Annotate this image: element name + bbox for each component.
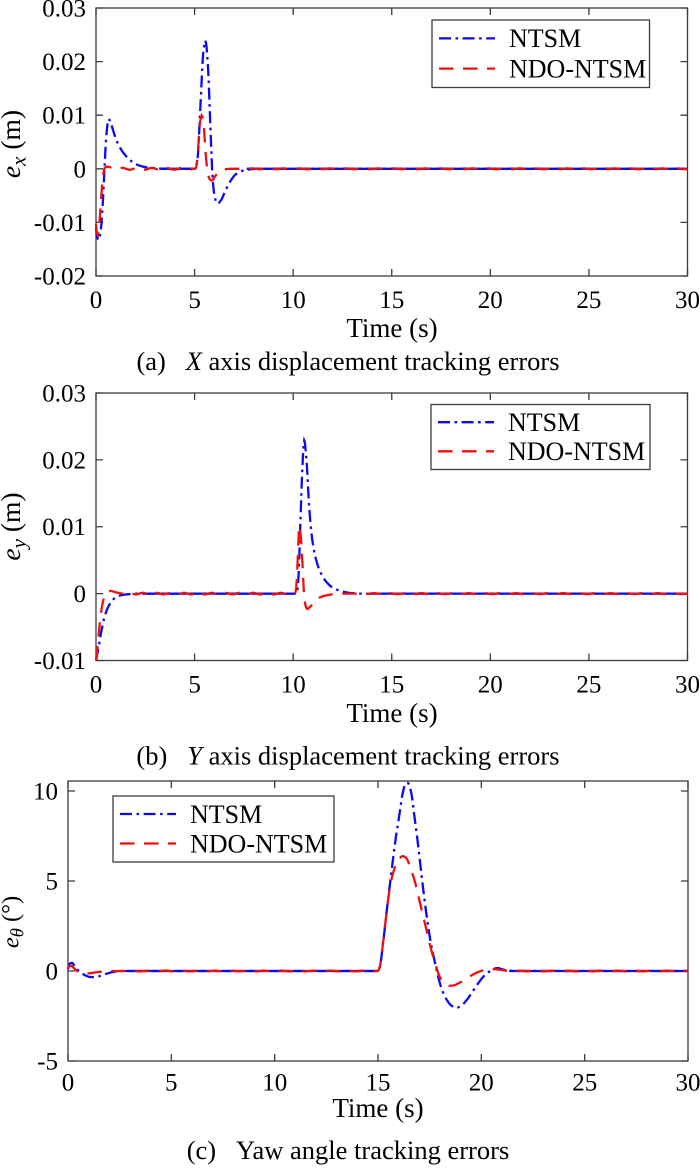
svg-text:30: 30 xyxy=(675,672,700,699)
svg-text:25: 25 xyxy=(576,672,601,699)
svg-text:NTSM: NTSM xyxy=(509,24,581,53)
svg-text:NDO-NTSM: NDO-NTSM xyxy=(508,437,645,466)
svg-text:5: 5 xyxy=(188,287,201,314)
svg-text:10: 10 xyxy=(262,1070,287,1097)
svg-text:Time (s): Time (s) xyxy=(346,698,437,728)
svg-text:0: 0 xyxy=(90,672,103,699)
svg-text:-0.02: -0.02 xyxy=(34,264,86,291)
svg-text:0: 0 xyxy=(74,156,87,183)
svg-text:-0.01: -0.01 xyxy=(34,648,86,675)
svg-text:5: 5 xyxy=(188,672,201,699)
svg-text:ey (m): ey (m) xyxy=(0,492,31,560)
svg-text:ex (m): ex (m) xyxy=(0,110,31,178)
svg-text:10: 10 xyxy=(281,287,306,314)
svg-text:15: 15 xyxy=(379,287,404,314)
svg-text:30: 30 xyxy=(676,1070,700,1097)
svg-text:15: 15 xyxy=(379,672,404,699)
svg-text:25: 25 xyxy=(576,287,601,314)
svg-text:0: 0 xyxy=(90,287,103,314)
svg-text:0.01: 0.01 xyxy=(42,514,86,541)
svg-text:-5: -5 xyxy=(37,1049,58,1076)
svg-text:20: 20 xyxy=(478,287,503,314)
svg-text:15: 15 xyxy=(366,1070,391,1097)
svg-text:Time (s): Time (s) xyxy=(332,1093,423,1123)
svg-text:NTSM: NTSM xyxy=(190,800,262,829)
svg-text:0.02: 0.02 xyxy=(42,49,86,76)
svg-text:NDO-NTSM: NDO-NTSM xyxy=(509,54,646,83)
svg-text:NTSM: NTSM xyxy=(508,408,580,437)
svg-text:Time (s): Time (s) xyxy=(346,313,437,343)
svg-text:eθ (°): eθ (°) xyxy=(0,896,29,948)
svg-text:10: 10 xyxy=(281,672,306,699)
svg-text:-0.01: -0.01 xyxy=(34,210,86,237)
svg-text:25: 25 xyxy=(572,1070,597,1097)
svg-text:0.03: 0.03 xyxy=(42,381,86,408)
svg-text:0.01: 0.01 xyxy=(42,103,86,130)
svg-text:0.02: 0.02 xyxy=(42,447,86,474)
svg-text:5: 5 xyxy=(165,1070,178,1097)
svg-text:(b) Y axis displacement trac: (b) Y axis displacement tracking errors xyxy=(136,741,559,771)
svg-text:10: 10 xyxy=(33,779,58,806)
svg-text:5: 5 xyxy=(46,869,59,896)
svg-text:0: 0 xyxy=(74,581,87,608)
svg-text:30: 30 xyxy=(675,287,700,314)
svg-text:0.03: 0.03 xyxy=(42,0,86,23)
svg-text:0: 0 xyxy=(62,1070,75,1097)
svg-text:NDO-NTSM: NDO-NTSM xyxy=(190,829,327,858)
svg-text:20: 20 xyxy=(469,1070,494,1097)
svg-text:0: 0 xyxy=(46,959,59,986)
svg-text:20: 20 xyxy=(478,672,503,699)
svg-text:(c) Yaw angle tracking error: (c) Yaw angle tracking errors xyxy=(187,1135,510,1165)
svg-text:(a) X axis displacement trac: (a) X axis displacement tracking errors xyxy=(136,346,559,376)
